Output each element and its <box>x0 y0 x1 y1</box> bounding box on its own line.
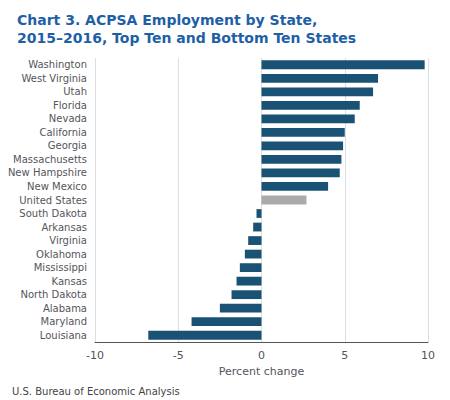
svg-text:Nevada: Nevada <box>49 113 87 124</box>
svg-text:Percent change: Percent change <box>219 365 305 378</box>
svg-text:5: 5 <box>341 349 348 362</box>
svg-text:Washington: Washington <box>28 59 87 70</box>
svg-text:-5: -5 <box>173 349 184 362</box>
svg-text:Georgia: Georgia <box>48 140 87 151</box>
svg-text:Oklahoma: Oklahoma <box>36 249 87 260</box>
svg-text:-10: -10 <box>86 349 104 362</box>
svg-text:Chart 3. ACPSA Employment by S: Chart 3. ACPSA Employment by State, <box>17 12 317 28</box>
svg-text:Maryland: Maryland <box>41 316 87 327</box>
svg-text:Mississippi: Mississippi <box>34 262 87 273</box>
svg-text:New Hampshire: New Hampshire <box>8 167 87 178</box>
svg-text:10: 10 <box>421 349 435 362</box>
svg-text:New Mexico: New Mexico <box>27 181 87 192</box>
svg-text:Massachusetts: Massachusetts <box>13 154 87 165</box>
svg-text:Virginia: Virginia <box>49 235 87 246</box>
svg-text:Louisiana: Louisiana <box>40 330 87 341</box>
svg-text:Kansas: Kansas <box>52 276 87 287</box>
svg-text:Arkansas: Arkansas <box>41 222 87 233</box>
svg-text:West Virginia: West Virginia <box>22 73 87 84</box>
svg-text:California: California <box>40 127 88 138</box>
svg-text:United States: United States <box>19 195 87 206</box>
svg-text:Florida: Florida <box>53 100 87 111</box>
svg-text:Alabama: Alabama <box>43 303 87 314</box>
svg-text:Utah: Utah <box>63 86 87 97</box>
svg-text:North Dakota: North Dakota <box>20 289 87 300</box>
svg-text:0: 0 <box>258 349 265 362</box>
svg-text:U.S. Bureau of Economic Analys: U.S. Bureau of Economic Analysis <box>12 386 180 397</box>
svg-text:South Dakota: South Dakota <box>19 208 87 219</box>
svg-text:2015–2016, Top Ten and Bottom: 2015–2016, Top Ten and Bottom Ten States <box>17 30 356 46</box>
